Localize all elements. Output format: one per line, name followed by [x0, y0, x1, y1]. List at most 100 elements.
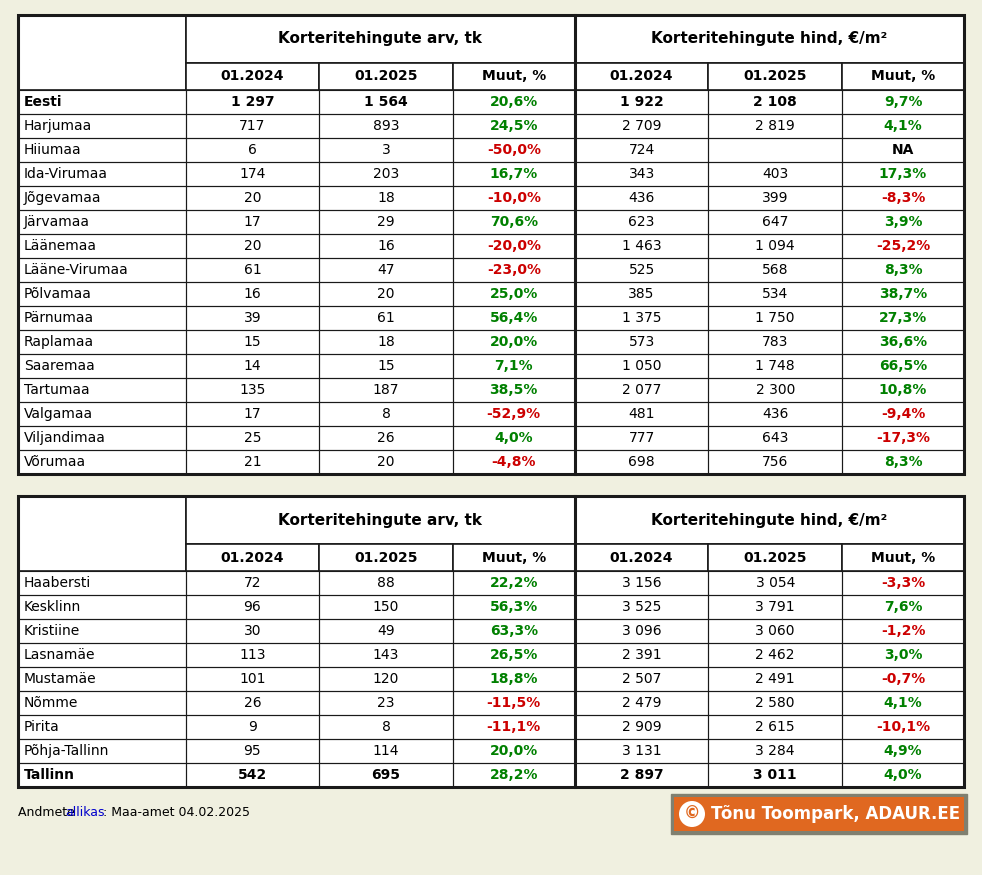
Bar: [319, 162, 453, 186]
Bar: [186, 354, 319, 378]
Bar: [18, 571, 186, 595]
Bar: [453, 691, 574, 715]
Text: 1 297: 1 297: [231, 95, 274, 109]
Bar: [18, 595, 186, 619]
Bar: [18, 378, 186, 402]
Text: -0,7%: -0,7%: [881, 672, 925, 686]
Text: 20: 20: [377, 287, 395, 301]
Bar: [18, 114, 186, 138]
Bar: [708, 63, 842, 90]
Bar: [708, 739, 842, 763]
Bar: [18, 138, 964, 162]
Text: 49: 49: [377, 624, 395, 638]
Text: 1 922: 1 922: [620, 95, 664, 109]
Bar: [18, 282, 964, 306]
Text: 3: 3: [382, 143, 391, 157]
Bar: [708, 210, 842, 234]
Bar: [708, 544, 842, 571]
Bar: [842, 90, 964, 114]
Text: 18: 18: [377, 335, 395, 349]
Bar: [319, 138, 453, 162]
Bar: [18, 90, 186, 114]
Bar: [186, 378, 319, 402]
Text: Viljandimaa: Viljandimaa: [24, 431, 106, 445]
Text: 20,0%: 20,0%: [490, 335, 538, 349]
Text: Pirita: Pirita: [24, 720, 60, 734]
Text: Muut, %: Muut, %: [482, 69, 546, 83]
Text: -25,2%: -25,2%: [876, 239, 930, 253]
Circle shape: [679, 801, 705, 827]
Text: 01.2025: 01.2025: [743, 550, 807, 564]
Text: 203: 203: [373, 167, 399, 181]
Text: Muut, %: Muut, %: [871, 69, 935, 83]
Text: 2 897: 2 897: [620, 768, 664, 782]
Bar: [18, 496, 186, 571]
Bar: [842, 354, 964, 378]
Text: 2 819: 2 819: [755, 119, 795, 133]
Bar: [708, 306, 842, 330]
Bar: [842, 162, 964, 186]
Bar: [453, 450, 574, 474]
Bar: [18, 496, 964, 787]
Text: 20: 20: [377, 455, 395, 469]
Text: 756: 756: [762, 455, 789, 469]
Text: Haabersti: Haabersti: [24, 576, 91, 590]
Bar: [18, 378, 964, 402]
Text: 8: 8: [382, 720, 391, 734]
Bar: [708, 354, 842, 378]
Bar: [186, 114, 319, 138]
Bar: [18, 210, 964, 234]
Bar: [574, 63, 708, 90]
Bar: [842, 402, 964, 426]
Text: 3 096: 3 096: [622, 624, 662, 638]
Text: 3 791: 3 791: [755, 600, 795, 614]
Text: 01.2025: 01.2025: [355, 550, 417, 564]
Text: 3,9%: 3,9%: [884, 215, 922, 229]
Bar: [842, 138, 964, 162]
Bar: [319, 402, 453, 426]
Bar: [842, 258, 964, 282]
Text: Pärnumaa: Pärnumaa: [24, 311, 94, 325]
Text: 24,5%: 24,5%: [490, 119, 538, 133]
Bar: [18, 450, 964, 474]
Bar: [708, 138, 842, 162]
Text: 25: 25: [244, 431, 261, 445]
Bar: [18, 330, 964, 354]
Bar: [708, 402, 842, 426]
Text: 4,1%: 4,1%: [884, 696, 922, 710]
Bar: [574, 496, 964, 544]
Text: 16: 16: [244, 287, 261, 301]
Text: 3 060: 3 060: [755, 624, 795, 638]
Bar: [18, 306, 964, 330]
Text: 8: 8: [382, 407, 391, 421]
Bar: [319, 258, 453, 282]
Text: 01.2025: 01.2025: [355, 69, 417, 83]
Bar: [186, 571, 319, 595]
Text: 10,8%: 10,8%: [879, 383, 927, 397]
Text: Korteritehingute arv, tk: Korteritehingute arv, tk: [278, 31, 482, 46]
Bar: [18, 162, 186, 186]
Bar: [674, 797, 964, 831]
Bar: [574, 450, 708, 474]
Text: 61: 61: [377, 311, 395, 325]
Text: 436: 436: [762, 407, 789, 421]
Bar: [842, 330, 964, 354]
Text: 22,2%: 22,2%: [490, 576, 538, 590]
Text: 783: 783: [762, 335, 789, 349]
Text: 2 709: 2 709: [622, 119, 661, 133]
Text: 698: 698: [628, 455, 655, 469]
Bar: [319, 450, 453, 474]
Bar: [708, 643, 842, 667]
Bar: [842, 378, 964, 402]
Text: 2 909: 2 909: [622, 720, 662, 734]
Bar: [186, 595, 319, 619]
Text: 95: 95: [244, 744, 261, 758]
Bar: [186, 426, 319, 450]
Bar: [842, 426, 964, 450]
Text: 3 525: 3 525: [622, 600, 661, 614]
Text: 25,0%: 25,0%: [490, 287, 538, 301]
Text: 399: 399: [762, 191, 789, 205]
Bar: [18, 90, 964, 114]
Bar: [18, 496, 964, 787]
Bar: [708, 619, 842, 643]
